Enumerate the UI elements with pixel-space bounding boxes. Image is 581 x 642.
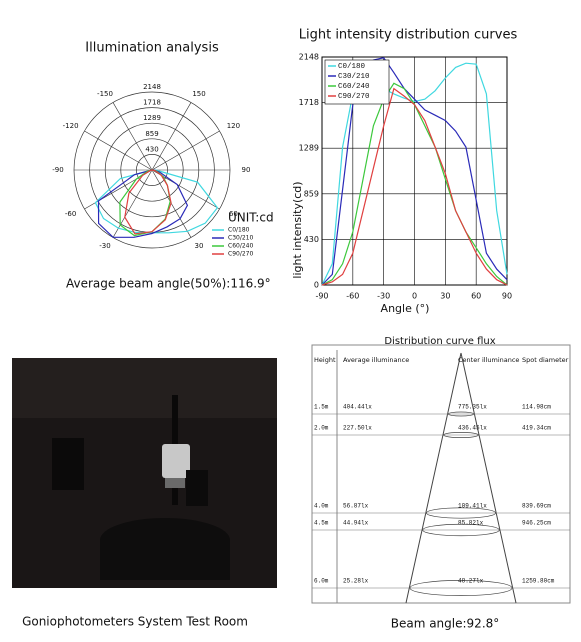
photo-lamp xyxy=(162,444,190,478)
legend-label: C30/210 xyxy=(338,73,370,81)
polar-spoke xyxy=(112,169,153,238)
x-tick-label: 90 xyxy=(502,292,512,301)
line-title: Light intensity distribution curves xyxy=(299,28,518,43)
flux-cell: 56.87lx xyxy=(343,503,369,510)
flux-frame xyxy=(311,344,571,604)
flux-header: Average illuminance xyxy=(343,356,409,364)
flux-cell: 2.0m xyxy=(314,425,329,432)
photo-arm xyxy=(186,470,208,506)
angle-tick-label: 60 xyxy=(229,210,238,218)
angle-tick-label: -30 xyxy=(99,242,110,250)
polar-spoke xyxy=(84,130,153,171)
x-tick-label: -60 xyxy=(346,292,359,301)
angle-tick-label: -90 xyxy=(52,166,63,174)
legend-label: C0/180 xyxy=(228,227,250,234)
x-tick-label: 0 xyxy=(412,292,417,301)
flux-cell: 839.69cm xyxy=(522,503,551,510)
polar-spoke xyxy=(151,130,220,171)
flux-header: Spot diameter xyxy=(522,356,569,364)
photo-lamp-base xyxy=(165,478,185,488)
y-tick-label: 1289 xyxy=(299,144,319,153)
angle-tick-label: 120 xyxy=(227,122,240,130)
flux-cell: 436.45lx xyxy=(458,425,487,432)
flux-cell: 44.94lx xyxy=(343,520,369,527)
legend-label: C0/180 xyxy=(338,63,366,71)
flux-cell: 227.50lx xyxy=(343,425,372,432)
legend-label: C90/270 xyxy=(228,251,253,258)
flux-header: Height xyxy=(314,356,336,364)
polar-curve xyxy=(94,169,219,234)
flux-cone xyxy=(405,352,517,604)
x-tick-label: -30 xyxy=(377,292,390,301)
photo-wall xyxy=(12,358,277,418)
r-tick-label: 1289 xyxy=(143,114,161,122)
flux-cell: 404.44lx xyxy=(343,404,372,411)
flux-cell: 946.25cm xyxy=(522,520,551,527)
photo-caption: Goniophotometers System Test Room xyxy=(22,615,248,629)
polar-curve xyxy=(124,169,172,235)
y-axis-label: light intensity(cd) xyxy=(291,181,304,278)
photo-speaker xyxy=(52,438,84,490)
unit-label: UNIT:cd xyxy=(228,211,274,225)
angle-tick-label: -120 xyxy=(63,122,79,130)
polar-spoke xyxy=(151,169,192,238)
flux-caption: Beam angle:92.8° xyxy=(391,617,500,631)
flux-cell: 4.0m xyxy=(314,503,329,510)
polar-curve xyxy=(97,169,189,238)
angle-tick-label: 150 xyxy=(192,90,205,98)
y-tick-label: 2148 xyxy=(299,53,319,62)
flux-cell: 1259.80cm xyxy=(522,578,555,585)
flux-cell: 25.28lx xyxy=(343,578,369,585)
flux-table: Height Average illuminance Center illumina… xyxy=(312,356,570,597)
flux-spot xyxy=(443,432,479,438)
flux-cell: 1.5m xyxy=(314,404,329,411)
angle-tick-label: -60 xyxy=(65,210,76,218)
angle-tick-label: 30 xyxy=(195,242,204,250)
x-axis-label: Angle (°) xyxy=(381,302,430,315)
x-tick-label: 30 xyxy=(440,292,450,301)
flux-cell: 6.0m xyxy=(314,578,329,585)
x-tick-label: -90 xyxy=(315,292,328,301)
flux-cell: 775.35lx xyxy=(458,404,487,411)
flux-cell: 48.27lx xyxy=(458,578,484,585)
line-series xyxy=(321,57,508,286)
r-tick-label: 859 xyxy=(145,130,158,138)
flux-cell: 4.5m xyxy=(314,520,329,527)
flux-spot xyxy=(447,411,475,417)
flux-cell: 419.34cm xyxy=(522,425,551,432)
y-tick-label: 859 xyxy=(304,189,319,198)
polar-title: Illumination analysis xyxy=(85,41,219,56)
flux-cell: 109.41lx xyxy=(458,503,487,510)
angle-tick-label: -150 xyxy=(97,90,113,98)
beam-angle-footer: Average beam angle(50%):116.9° xyxy=(66,277,271,291)
flux-header: Center illuminance xyxy=(458,356,519,364)
flux-title: Distribution curve flux xyxy=(384,336,495,347)
r-tick-label: 1718 xyxy=(143,99,161,107)
polar-spoke xyxy=(151,102,192,171)
y-tick-label: 0 xyxy=(314,281,319,290)
angle-tick-label: 90 xyxy=(242,166,251,174)
legend-label: C30/210 xyxy=(228,235,253,242)
y-tick-label: 430 xyxy=(304,235,319,244)
x-tick-label: 60 xyxy=(471,292,481,301)
legend-label: C60/240 xyxy=(228,243,253,250)
flux-spot xyxy=(426,507,496,519)
flux-cell: 85.82lx xyxy=(458,520,484,527)
y-tick-label: 1718 xyxy=(299,98,319,107)
photo-goniometer-body xyxy=(100,540,230,580)
legend-label: C90/270 xyxy=(338,93,370,101)
line-series xyxy=(321,87,508,286)
flux-spot xyxy=(422,523,500,537)
polar-spoke xyxy=(112,102,153,171)
photo xyxy=(12,358,277,588)
flux-cell: 114.98cm xyxy=(522,404,551,411)
r-tick-label: 2148 xyxy=(143,83,161,91)
flux-spot xyxy=(409,579,513,597)
legend-label: C60/240 xyxy=(338,83,370,91)
r-tick-label: 430 xyxy=(145,145,158,153)
